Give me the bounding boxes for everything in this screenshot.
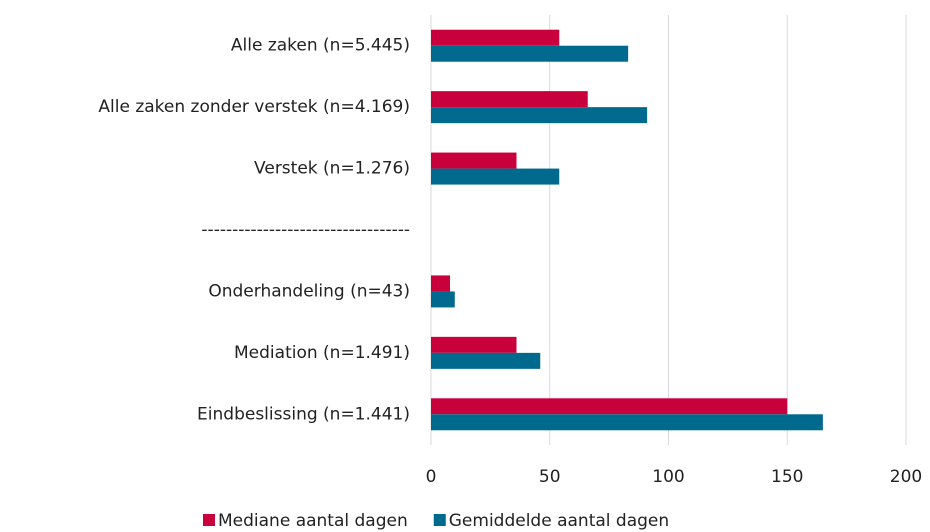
bar — [431, 107, 648, 124]
y-tick-label: ---------------------------------- — [201, 220, 410, 240]
bar — [431, 414, 823, 431]
bar — [431, 291, 455, 308]
bar — [431, 45, 629, 62]
bar — [431, 29, 560, 46]
bar — [431, 91, 588, 108]
y-tick-label: Alle zaken (n=5.445) — [231, 36, 410, 56]
y-tick-label: Alle zaken zonder verstek (n=4.169) — [98, 97, 410, 117]
x-tick-label: 100 — [652, 467, 684, 487]
legend-label: Mediane aantal dagen — [218, 511, 408, 531]
y-tick-label: Mediation (n=1.491) — [234, 343, 410, 363]
legend-swatch — [203, 514, 215, 526]
bar — [431, 398, 788, 415]
x-tick-label: 50 — [539, 467, 561, 487]
bar — [431, 168, 560, 185]
x-tick-label: 0 — [426, 467, 437, 487]
y-tick-label: Eindbeslissing (n=1.441) — [197, 404, 410, 424]
bar — [431, 152, 517, 169]
legend-swatch — [433, 514, 446, 526]
y-tick-label: Verstek (n=1.276) — [254, 159, 410, 179]
legend-label: Gemiddelde aantal dagen — [449, 511, 669, 531]
bar — [431, 275, 450, 292]
y-tick-label: Onderhandeling (n=43) — [208, 281, 410, 301]
x-tick-label: 200 — [890, 467, 922, 487]
x-tick-label: 150 — [771, 467, 803, 487]
bar — [431, 336, 517, 353]
bar — [431, 352, 541, 369]
